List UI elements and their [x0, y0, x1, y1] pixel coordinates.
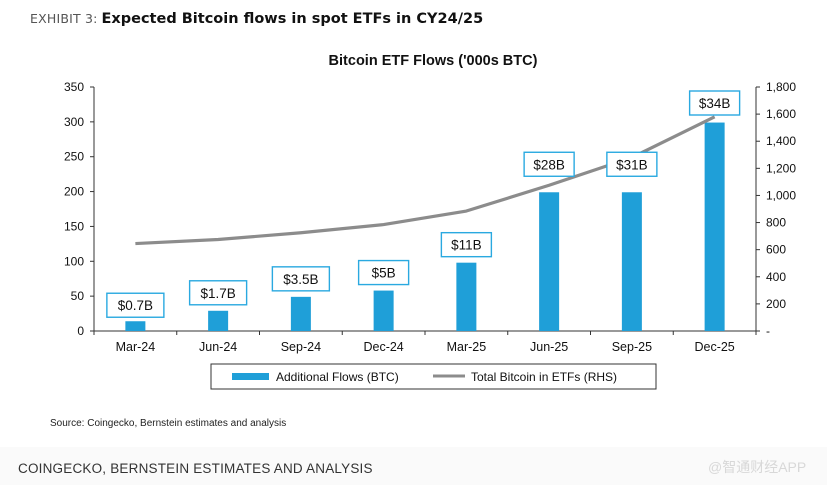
exhibit-label: EXHIBIT 3:	[30, 11, 98, 26]
right-tick-label: 200	[766, 297, 786, 311]
data-label-box	[188, 280, 248, 306]
data-label-box	[606, 151, 658, 177]
bar	[704, 122, 725, 331]
right-tick-label: 1,200	[766, 161, 796, 175]
x-tick-label: Dec-24	[363, 340, 403, 354]
x-tick-label: Sep-25	[612, 340, 652, 354]
footer-caption: COINGECKO, BERNSTEIN ESTIMATES AND ANALY…	[18, 461, 373, 476]
left-tick-label: 50	[71, 289, 85, 303]
left-tick-label: 300	[64, 115, 84, 129]
data-label-box	[688, 90, 741, 116]
data-label: $31B	[616, 157, 648, 172]
data-label: $1.7B	[200, 286, 235, 301]
right-tick-label: 800	[766, 216, 786, 230]
data-label: $0.7B	[118, 298, 153, 313]
exhibit-heading: EXHIBIT 3: Expected Bitcoin flows in spo…	[30, 10, 483, 27]
x-tick-label: Jun-25	[530, 340, 568, 354]
right-tick-label: -	[766, 324, 770, 338]
bar	[208, 310, 229, 331]
data-label: $34B	[699, 96, 731, 111]
legend-label-line: Total Bitcoin in ETFs (RHS)	[471, 370, 617, 384]
data-label-box	[271, 266, 331, 292]
watermark: @智通财经APP	[708, 459, 807, 475]
data-label: $3.5B	[283, 272, 318, 287]
x-tick-label: Mar-25	[447, 340, 487, 354]
bitcoin-etf-chart: Bitcoin ETF Flows ('000s BTC) 0 50 100 150 2…	[64, 53, 796, 390]
bar	[373, 290, 394, 331]
data-label: $28B	[533, 157, 565, 172]
source-note: Source: Coingecko, Bernstein estimates a…	[50, 418, 287, 429]
data-label-box	[523, 151, 575, 177]
bar	[621, 192, 642, 331]
chart-title: Bitcoin ETF Flows ('000s BTC)	[329, 53, 538, 69]
right-tick-label: 400	[766, 270, 786, 284]
x-tick-label: Sep-24	[281, 340, 321, 354]
data-label-callouts: $0.7B $1.7B $3.5B $5B $11B $28B $31B $34B	[106, 90, 741, 318]
right-tick-label: 1,600	[766, 107, 796, 121]
bar	[456, 262, 477, 331]
right-tick-label: 1,800	[766, 80, 796, 94]
footer-band	[0, 447, 827, 485]
data-label-box	[357, 259, 410, 286]
data-label-box	[106, 292, 165, 318]
left-tick-label: 150	[64, 219, 84, 233]
right-tick-label: 600	[766, 243, 786, 257]
left-tick-label: 0	[77, 324, 84, 338]
legend-box	[210, 363, 657, 390]
x-tick-label: Dec-25	[694, 340, 734, 354]
bar	[539, 192, 560, 331]
legend-label-bar: Additional Flows (BTC)	[276, 370, 399, 384]
left-y-axis: 0 50 100 150 200 250 300 350	[64, 80, 95, 338]
bar-series	[125, 122, 725, 331]
data-label: $11B	[451, 238, 482, 253]
right-tick-label: 1,000	[766, 188, 796, 202]
x-tick-label: Mar-24	[116, 340, 156, 354]
left-tick-label: 200	[64, 185, 84, 199]
left-tick-label: 250	[64, 150, 84, 164]
data-label: $5B	[372, 266, 396, 281]
left-tick-label: 100	[64, 254, 84, 268]
bar	[125, 321, 146, 331]
x-axis: Mar-24 Jun-24 Sep-24 Dec-24 Mar-25 Jun-25 Sep-…	[93, 330, 757, 354]
bar	[290, 296, 311, 331]
exhibit-title: Expected Bitcoin flows in spot ETFs in C…	[101, 11, 484, 27]
right-tick-label: 1,400	[766, 134, 796, 148]
left-tick-label: 350	[64, 80, 84, 94]
legend: Additional Flows (BTC) Total Bitcoin in …	[210, 363, 657, 390]
data-label-box	[440, 231, 493, 258]
right-y-axis: - 200 400 600 800 1,000 1,200 1,400 1,600 1,800	[755, 80, 796, 338]
legend-swatch-bar	[232, 373, 269, 380]
x-tick-label: Jun-24	[199, 340, 237, 354]
